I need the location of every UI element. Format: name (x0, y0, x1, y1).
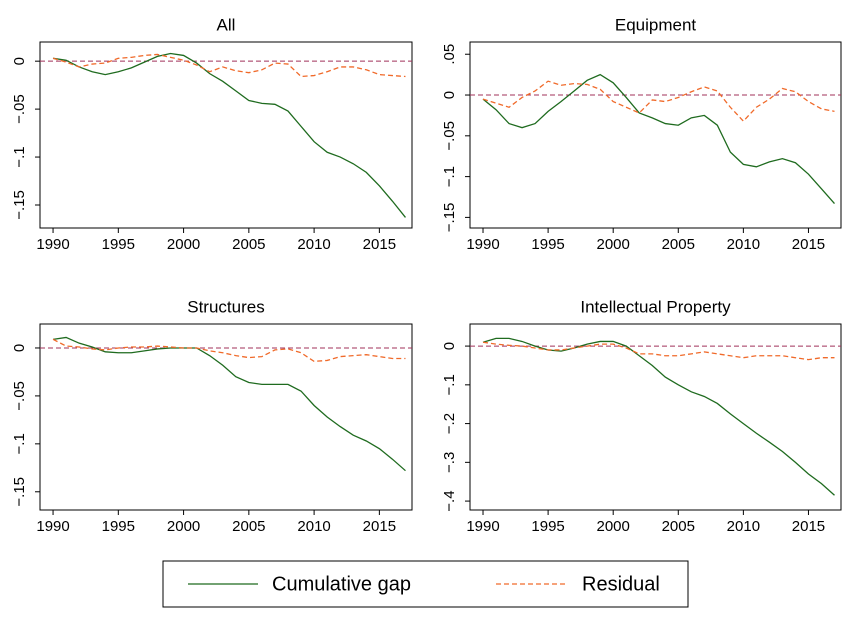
data-line (52, 52, 406, 218)
x-tick-label: 2000 (597, 236, 630, 253)
x-tick-label: 1990 (466, 518, 499, 535)
data-line (482, 73, 835, 204)
y-tick-label: −.15 (11, 477, 28, 507)
data-line (52, 338, 406, 363)
y-tick-label: 0 (441, 342, 458, 350)
x-tick-label: 2005 (232, 236, 265, 253)
plot-frame (39, 323, 413, 511)
x-tick-label: 2005 (662, 518, 695, 535)
data-line (52, 53, 406, 78)
x-tick-label: 1990 (36, 236, 69, 253)
y-tick-label: 0 (11, 344, 28, 352)
y-tick-label: −.05 (11, 94, 28, 124)
plot-frame (39, 41, 413, 229)
data-line (52, 336, 406, 472)
y-tick-label: .05 (441, 44, 458, 65)
x-tick-label: 1995 (102, 518, 135, 535)
y-tick-label: −.15 (441, 203, 458, 233)
x-tick-label: 2000 (597, 518, 630, 535)
x-tick-label: 2005 (232, 518, 265, 535)
legend-label: Cumulative gap (272, 573, 411, 595)
x-tick-label: 1995 (531, 518, 564, 535)
x-tick-label: 2000 (167, 518, 200, 535)
y-tick-label: −.05 (11, 381, 28, 411)
y-tick-label: 0 (11, 57, 28, 65)
x-tick-label: 2010 (297, 236, 330, 253)
y-tick-label: −.15 (11, 190, 28, 220)
x-tick-label: 1995 (531, 236, 564, 253)
x-tick-label: 2010 (297, 518, 330, 535)
data-line (482, 80, 835, 123)
y-tick-label: −.1 (441, 374, 458, 395)
y-tick-label: −.05 (441, 121, 458, 151)
x-tick-label: 1990 (36, 518, 69, 535)
y-tick-label: −.3 (441, 452, 458, 473)
x-tick-label: 2015 (792, 236, 825, 253)
x-tick-label: 2015 (363, 518, 396, 535)
x-tick-label: 2015 (792, 518, 825, 535)
x-tick-label: 2010 (727, 236, 760, 253)
panel-title: Equipment (615, 15, 697, 34)
x-tick-label: 2010 (727, 518, 760, 535)
plot-frame (469, 323, 842, 511)
data-line (482, 337, 835, 496)
y-tick-label: −.1 (441, 166, 458, 187)
panel-title: All (217, 15, 236, 34)
x-tick-label: 1990 (466, 236, 499, 253)
y-tick-label: −.1 (11, 433, 28, 454)
legend: Cumulative gap Residual (162, 560, 689, 608)
x-tick-label: 2015 (363, 236, 396, 253)
x-tick-label: 1995 (102, 236, 135, 253)
y-tick-label: −.4 (441, 490, 458, 511)
y-tick-label: 0 (441, 91, 458, 99)
panel-title: Intellectual Property (580, 297, 731, 316)
x-tick-label: 2000 (167, 236, 200, 253)
y-tick-label: −.2 (441, 413, 458, 434)
legend-label: Residual (582, 573, 660, 595)
x-tick-label: 2005 (662, 236, 695, 253)
y-tick-label: −.1 (11, 146, 28, 167)
plot-frame (469, 41, 842, 229)
panel-title: Structures (187, 297, 264, 316)
data-line (482, 341, 835, 361)
